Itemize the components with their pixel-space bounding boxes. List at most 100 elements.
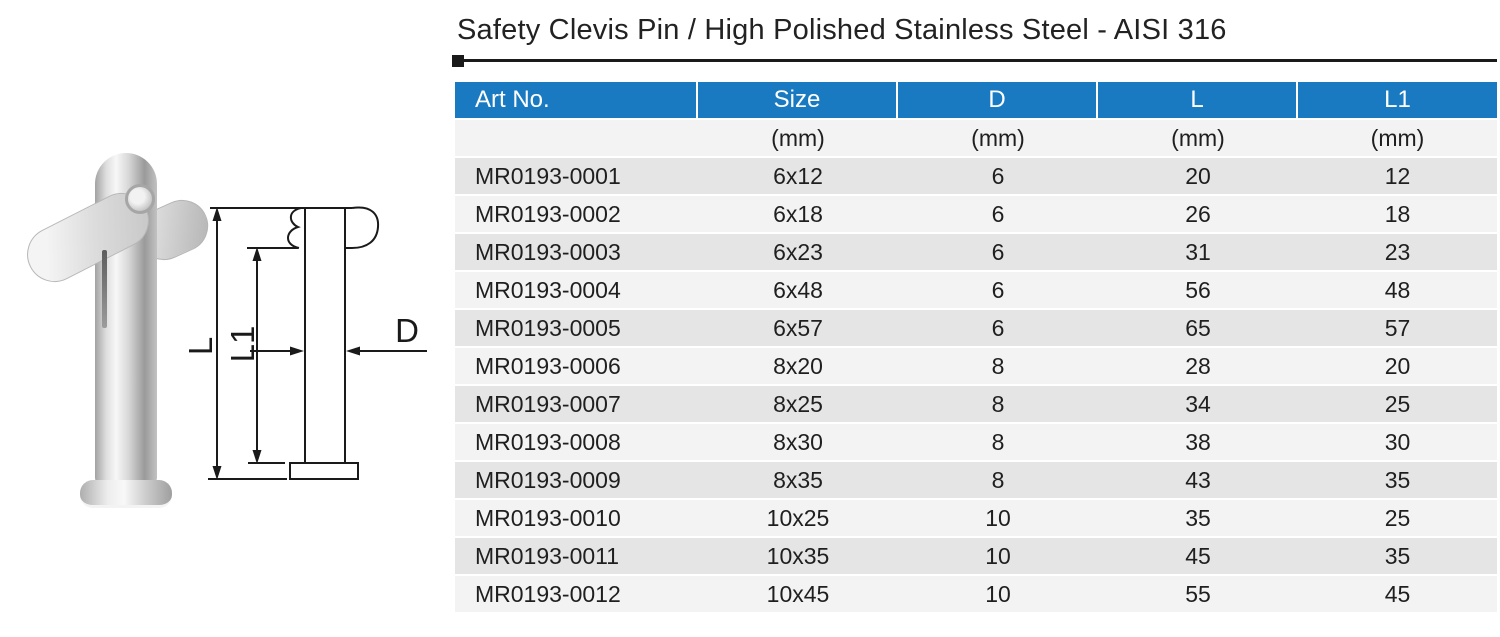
table-row: MR0193-0001 6x12 6 20 12 [455,158,1497,196]
latch-slot [102,250,107,328]
unit-cell-l1: (mm) [1298,120,1497,158]
cell-d: 8 [898,462,1098,500]
arrow-L-bottom [212,466,222,480]
cell-d: 8 [898,386,1098,424]
unit-cell-size: (mm) [698,120,898,158]
dim-label-D: D [395,312,419,349]
cell-d: 6 [898,158,1098,196]
cell-size: 8x25 [698,386,898,424]
cell-d: 10 [898,500,1098,538]
cell-l: 56 [1098,272,1298,310]
head-scallop [287,207,302,249]
cell-d: 10 [898,538,1098,576]
arrow-L1-top [252,247,262,261]
cell-l: 38 [1098,424,1298,462]
arrow-D-left [290,346,304,356]
cell-art-no: MR0193-0004 [455,272,698,310]
underline-bar [463,59,1497,62]
cell-l1: 20 [1298,348,1497,386]
cell-size: 8x30 [698,424,898,462]
cell-size: 10x25 [698,500,898,538]
table-body: MR0193-0001 6x12 6 20 12 MR0193-0002 6x18 6 26 18… [455,158,1497,614]
cell-size: 6x18 [698,196,898,234]
cell-art-no: MR0193-0006 [455,348,698,386]
pin-flange-outline [289,462,359,480]
cell-l1: 25 [1298,500,1497,538]
cell-l1: 57 [1298,310,1497,348]
cell-l1: 18 [1298,196,1497,234]
table-row: MR0193-0006 8x20 8 28 20 [455,348,1497,386]
cell-l1: 12 [1298,158,1497,196]
underline-square [452,55,464,67]
cell-l1: 48 [1298,272,1497,310]
cell-size: 10x35 [698,538,898,576]
table-row: MR0193-0009 8x35 8 43 35 [455,462,1497,500]
table-row: MR0193-0012 10x45 10 55 45 [455,576,1497,614]
spec-table: Art No. Size D L L1 (mm) (mm) (mm) (mm) … [455,82,1497,614]
cell-size: 10x45 [698,576,898,614]
table-row: MR0193-0011 10x35 10 45 35 [455,538,1497,576]
unit-cell-d: (mm) [898,120,1098,158]
cell-art-no: MR0193-0009 [455,462,698,500]
cell-l1: 30 [1298,424,1497,462]
cell-art-no: MR0193-0005 [455,310,698,348]
unit-cell-l: (mm) [1098,120,1298,158]
cell-l: 28 [1098,348,1298,386]
head-bump [345,206,380,249]
cell-art-no: MR0193-0001 [455,158,698,196]
cell-art-no: MR0193-0007 [455,386,698,424]
unit-row: (mm) (mm) (mm) (mm) [455,120,1497,158]
table-row: MR0193-0002 6x18 6 26 18 [455,196,1497,234]
cell-art-no: MR0193-0002 [455,196,698,234]
cell-size: 8x35 [698,462,898,500]
clevis-pin-photo [17,148,217,516]
cell-l1: 35 [1298,538,1497,576]
table-row: MR0193-0005 6x57 6 65 57 [455,310,1497,348]
cell-d: 8 [898,424,1098,462]
cell-art-no: MR0193-0008 [455,424,698,462]
cell-d: 6 [898,196,1098,234]
unit-cell-art-no [455,120,698,158]
cell-l: 31 [1098,234,1298,272]
cell-l: 20 [1098,158,1298,196]
cell-size: 6x12 [698,158,898,196]
cell-size: 6x57 [698,310,898,348]
col-header-d: D [898,82,1098,120]
title-underline [452,55,1497,68]
cell-size: 6x48 [698,272,898,310]
cell-l: 35 [1098,500,1298,538]
cell-d: 6 [898,310,1098,348]
cell-l1: 45 [1298,576,1497,614]
table-row: MR0193-0010 10x25 10 35 25 [455,500,1497,538]
table-row: MR0193-0007 8x25 8 34 25 [455,386,1497,424]
cell-d: 8 [898,348,1098,386]
table-row: MR0193-0003 6x23 6 31 23 [455,234,1497,272]
cell-l: 26 [1098,196,1298,234]
cell-l1: 23 [1298,234,1497,272]
col-header-art-no: Art No. [455,82,698,120]
table-row: MR0193-0008 8x30 8 38 30 [455,424,1497,462]
cell-size: 6x23 [698,234,898,272]
col-header-l: L [1098,82,1298,120]
cell-d: 6 [898,272,1098,310]
cell-art-no: MR0193-0012 [455,576,698,614]
cell-l: 55 [1098,576,1298,614]
cell-art-no: MR0193-0010 [455,500,698,538]
pin-head-flange [80,480,172,508]
cell-art-no: MR0193-0011 [455,538,698,576]
cell-l: 34 [1098,386,1298,424]
col-header-l1: L1 [1298,82,1497,120]
col-header-size: Size [698,82,898,120]
cell-art-no: MR0193-0003 [455,234,698,272]
table-row: MR0193-0004 6x48 6 56 48 [455,272,1497,310]
cell-l1: 35 [1298,462,1497,500]
dim-label-L1: L1 [224,326,261,363]
page-title: Safety Clevis Pin / High Polished Stainl… [457,14,1227,46]
cell-l: 45 [1098,538,1298,576]
arrow-L1-bottom [252,450,262,464]
cell-l: 65 [1098,310,1298,348]
cell-l: 43 [1098,462,1298,500]
cell-size: 8x20 [698,348,898,386]
cell-l1: 25 [1298,386,1497,424]
